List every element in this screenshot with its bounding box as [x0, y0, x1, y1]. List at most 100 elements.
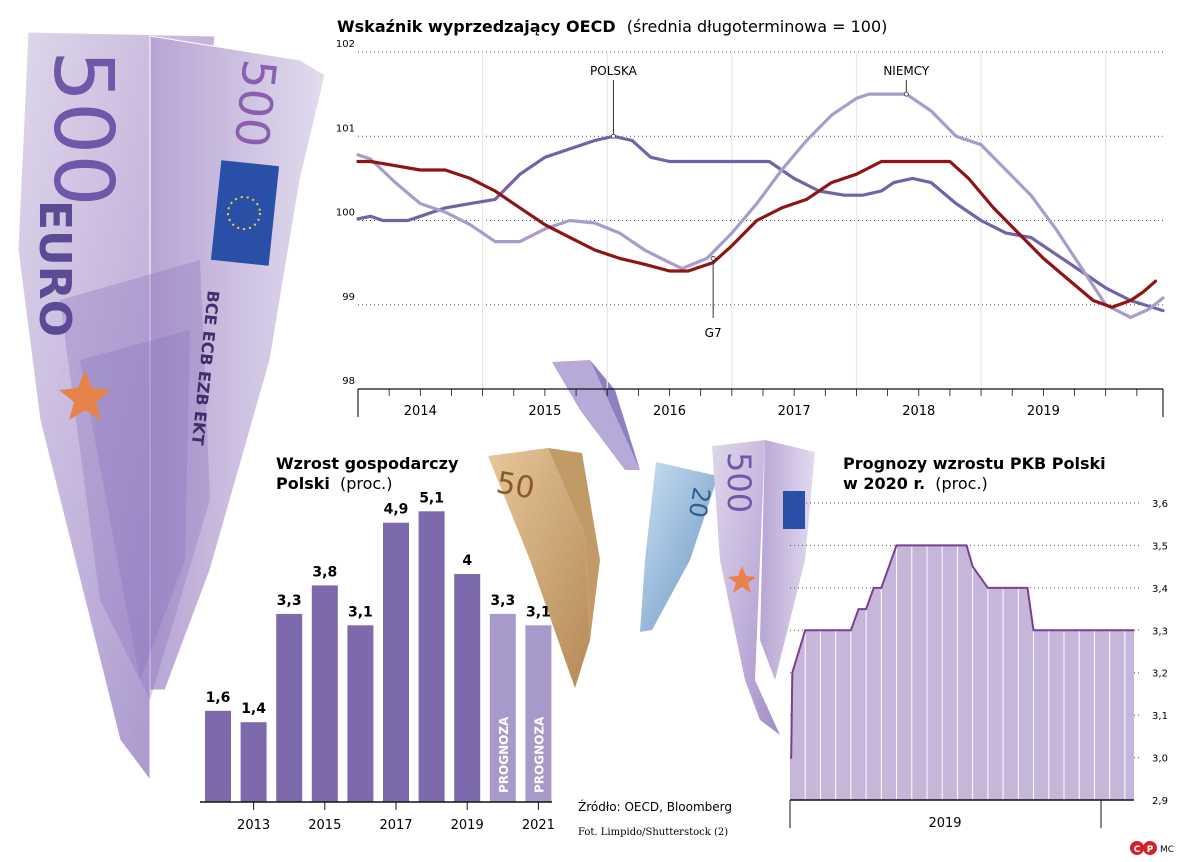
area-chart-y-tick-label: 3,1 — [1152, 711, 1168, 722]
banknote-500-small-decoration: 500 — [712, 440, 815, 735]
bar-value-label: 1,4 — [241, 701, 266, 717]
line-chart-grid — [358, 51, 1163, 389]
series-line-niemcy — [356, 92, 1165, 319]
line-chart-x-tick-label: 2017 — [778, 404, 811, 419]
annotation-dot-polska — [611, 133, 616, 139]
area-chart-title-line1: Prognozy wzrostu PKB Polski — [843, 454, 1106, 473]
small-star-icon — [728, 566, 756, 593]
logo-letter-p: P — [1147, 845, 1154, 855]
line-chart-title: Wskaźnik wyprzedzający OECD (średnia dłu… — [337, 17, 887, 36]
area-chart-title-suffix: (proc.) — [935, 474, 988, 493]
bar-chart-x-axis: 2013 2015 2017 2019 2021 — [200, 801, 555, 833]
bar-value-label: 3,1 — [526, 604, 551, 620]
small-eu-flag-icon — [783, 491, 805, 529]
area-chart-y-tick-label: 3,0 — [1152, 754, 1168, 765]
bar-2012 — [205, 710, 231, 802]
line-chart-y-tick-label: 101 — [336, 123, 355, 134]
bar-value-label: 5,1 — [419, 490, 444, 506]
gdp-forecast-area-chart: Prognozy wzrostu PKB Polski w 2020 r. (p… — [789, 454, 1168, 831]
bar-chart-x-tick-label: 2017 — [379, 818, 412, 833]
banknote-20-label: 20 — [683, 485, 716, 520]
logo-letter-c: C — [1134, 845, 1141, 855]
bar-2015 — [311, 585, 338, 802]
area-chart-y-tick-label: 3,2 — [1152, 669, 1168, 680]
area-fill — [790, 545, 1134, 800]
line-chart-x-tick-label: 2018 — [902, 404, 935, 419]
area-chart-title-line2-bold: w 2020 r. — [843, 474, 925, 493]
area-chart-y-tick-label: 3,4 — [1152, 584, 1168, 595]
banknote-500-decoration: 500 EURO 500 BCE ECB EZB EKT — [17, 31, 326, 782]
annotation-label-polska: POLSKA — [590, 64, 638, 78]
line-chart-y-tick-label: 98 — [342, 376, 355, 387]
eu-flag-icon — [210, 160, 280, 266]
bar-chart-bars: 1,6 1,4 3,3 3,8 3,1 4,9 5,1 4 3,3 PROGNOZA 3,1 PROG… — [205, 490, 552, 802]
bar-2013 — [240, 722, 267, 802]
bar-2019 — [454, 574, 481, 802]
line-chart-x-tick-label: 2019 — [1027, 404, 1060, 419]
bar-chart-x-tick-label: 2015 — [308, 818, 341, 833]
bar-2021 — [525, 625, 552, 802]
publisher-logo: C P MC — [1130, 841, 1174, 855]
line-chart-y-axis: 98 99 100 101 102 — [336, 39, 355, 387]
area-chart-title-line2: w 2020 r. (proc.) — [843, 474, 988, 493]
gdp-growth-bar-chart: Wzrost gospodarczy Polski (proc.) 1,6 1,4… — [200, 454, 555, 833]
bar-forecast-label: PROGNOZA — [497, 716, 511, 793]
bar-2017 — [383, 522, 409, 802]
annotation-label-niemcy: NIEMCY — [883, 64, 930, 78]
small-banknote-top — [552, 360, 640, 470]
line-chart-series — [356, 92, 1165, 319]
bar-value-label: 3,1 — [348, 604, 373, 620]
area-outline — [790, 544, 1134, 759]
banknote-euro-label: EURO — [29, 200, 80, 337]
banknote-500-label: 500 — [35, 50, 130, 207]
series-line-g7 — [356, 159, 1158, 309]
bar-value-label: 4 — [462, 553, 472, 569]
line-chart-title-main: Wskaźnik wyprzedzający OECD — [337, 17, 616, 36]
bar-2016 — [347, 625, 374, 802]
bar-value-label: 3,3 — [277, 593, 302, 609]
bar-2020 — [489, 613, 516, 802]
bar-value-label: 1,6 — [206, 690, 231, 706]
bar-value-label: 3,8 — [312, 564, 337, 580]
banknote-20-decoration: 20 — [640, 462, 718, 632]
series-line-polska — [356, 134, 1165, 313]
line-chart-annotations: POLSKA NIEMCY G7 — [590, 64, 930, 340]
banknote-50-label: 50 — [494, 465, 538, 506]
bar-chart-x-tick-label: 2019 — [451, 818, 484, 833]
area-chart-x-axis: 2019 — [789, 799, 1134, 831]
bar-2014 — [276, 613, 303, 802]
bar-2018 — [418, 511, 445, 802]
bar-chart-title-suffix: (proc.) — [340, 474, 393, 493]
area-chart-plot — [790, 544, 1134, 800]
area-chart-y-tick-label: 2,9 — [1152, 796, 1168, 807]
area-chart-y-tick-label: 3,5 — [1152, 541, 1168, 552]
annotation-dot-g7 — [710, 256, 716, 261]
bar-value-label: 4,9 — [384, 502, 409, 518]
line-chart-y-tick-label: 102 — [336, 39, 355, 50]
area-chart-y-tick-label: 3,3 — [1152, 626, 1168, 637]
bar-forecast-label: PROGNOZA — [532, 716, 546, 793]
annotation-label-g7: G7 — [705, 326, 722, 340]
bar-chart-title-line2-bold: Polski — [276, 474, 330, 493]
banknote-500-corner-label: 500 — [224, 57, 287, 150]
oecd-leading-indicator-chart: Wskaźnik wyprzedzający OECD (średnia dłu… — [336, 17, 1165, 419]
photo-credit: Fot. Limpido/Shutterstock (2) — [578, 827, 728, 838]
banknote-500-small-label: 500 — [720, 452, 758, 513]
line-chart-x-tick-label: 2016 — [653, 404, 686, 419]
line-chart-x-axis: 2014 2015 2016 2017 2018 2019 — [357, 388, 1164, 419]
line-chart-x-tick-label: 2014 — [404, 404, 437, 419]
bar-chart-title: Wzrost gospodarczy — [276, 454, 459, 473]
bar-chart-title-line2: Polski (proc.) — [276, 474, 393, 493]
line-chart-x-tick-label: 2015 — [528, 404, 561, 419]
area-chart-y-tick-label: 3,6 — [1152, 499, 1168, 510]
area-chart-y-axis: 2,9 3,0 3,1 3,2 3,3 3,4 3,5 3,6 — [1152, 499, 1168, 807]
line-chart-subtitle: (średnia długoterminowa = 100) — [627, 17, 888, 36]
area-chart-x-label: 2019 — [928, 816, 961, 831]
bar-chart-x-tick-label: 2013 — [237, 818, 270, 833]
logo-text: MC — [1160, 845, 1174, 855]
annotation-dot-niemcy — [903, 91, 909, 97]
line-chart-y-tick-label: 100 — [336, 208, 355, 219]
star-icon — [59, 370, 111, 420]
bar-chart-x-tick-label: 2021 — [522, 818, 555, 833]
